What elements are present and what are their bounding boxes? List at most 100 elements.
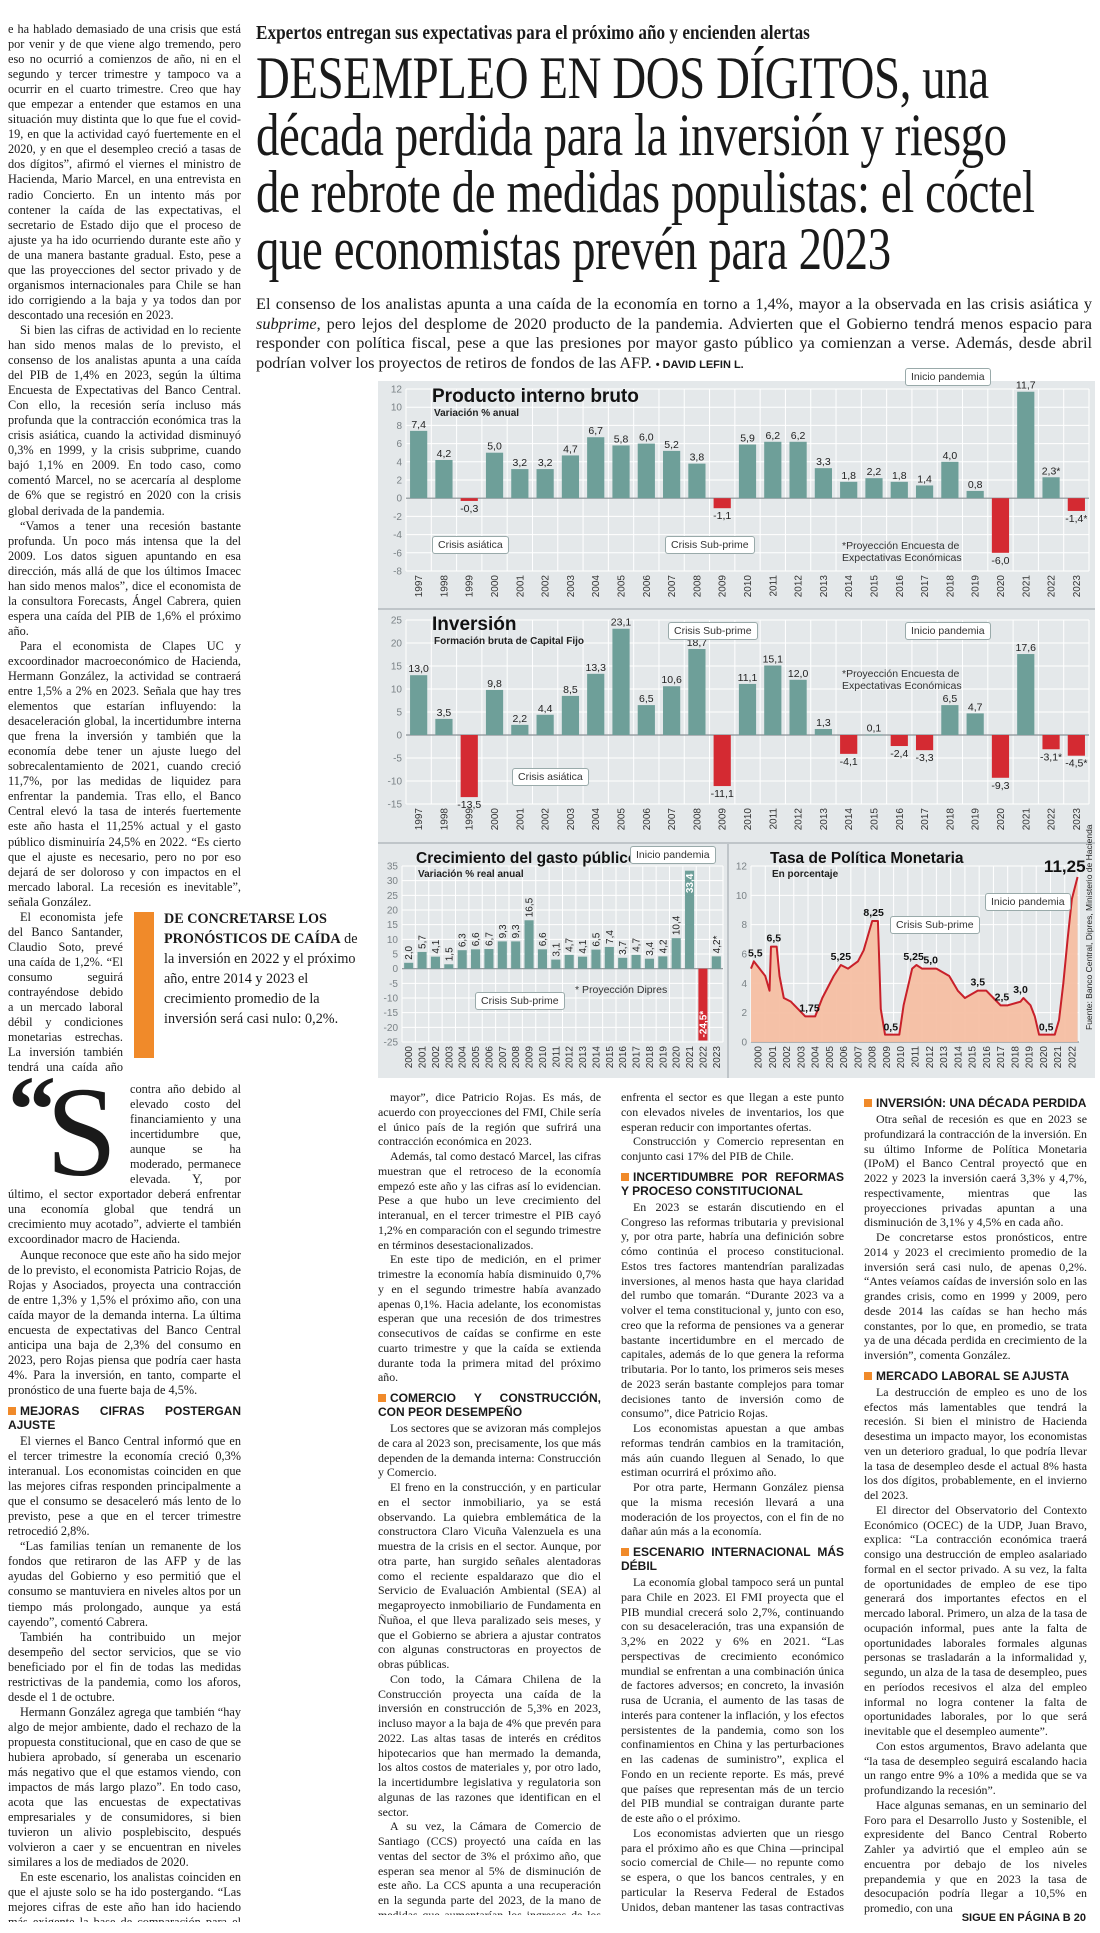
chart-divider — [378, 608, 1095, 610]
x-tick-label: 2011 — [768, 575, 779, 597]
x-tick-label: 2016 — [982, 1046, 993, 1069]
x-tick-label: 1999 — [465, 808, 476, 831]
bar — [551, 959, 561, 969]
bar — [460, 735, 478, 798]
x-tick-label: 2006 — [642, 808, 653, 831]
bar — [591, 949, 601, 969]
annotation-subprime: Crisis Sub-prime — [475, 992, 565, 1010]
lead-column: “ S e ha hablado demasiado de una crisis… — [8, 22, 241, 1922]
y-tick-label: 20 — [391, 639, 403, 650]
chart-divider — [378, 842, 1095, 844]
data-label: 4,7 — [563, 443, 578, 455]
x-tick-label: 2008 — [511, 1046, 522, 1069]
bar — [890, 481, 908, 499]
paragraph: En 2023 se estarán discutiendo en el Con… — [621, 1199, 844, 1421]
x-tick-label: 2016 — [895, 808, 906, 831]
bar — [915, 735, 934, 751]
x-tick-label: 2020 — [996, 808, 1007, 831]
bar — [644, 958, 654, 969]
data-label: 6,6 — [471, 932, 482, 946]
bar — [789, 441, 807, 499]
x-tick-label: 2018 — [1010, 1046, 1021, 1069]
x-tick-label: 2007 — [667, 808, 678, 831]
paragraph: Hermann González agrega que también “hay… — [8, 1704, 241, 1870]
chart-subtitle: Formación bruta de Capital Fijo — [434, 636, 585, 647]
annotation-asian-crisis: Crisis asiática — [512, 768, 589, 786]
data-label: 6,5 — [943, 693, 958, 705]
paragraph: La economía global tampoco será un punta… — [621, 1575, 844, 1825]
data-label: 5,2 — [664, 439, 679, 451]
paragraph: e ha hablado demasiado de una crisis que… — [8, 22, 241, 322]
data-label: 1,8 — [892, 470, 907, 482]
bar — [789, 679, 807, 735]
data-label: 5,9 — [740, 433, 755, 445]
y-tick-label: 8 — [741, 920, 747, 931]
x-tick-label: 2006 — [642, 575, 653, 598]
x-tick-label: 2003 — [566, 808, 577, 831]
bar — [890, 735, 908, 747]
x-tick-label: 2000 — [754, 1046, 765, 1069]
data-label: 3,1 — [551, 942, 562, 956]
x-tick-label: 2020 — [996, 575, 1007, 598]
x-tick-label: 2017 — [920, 808, 931, 831]
paragraph: Otra señal de recesión es que en 2023 se… — [864, 1112, 1087, 1230]
section-heading: COMERCIO Y CONSTRUCCIÓN, CON PEOR DESEMP… — [378, 1391, 601, 1419]
data-label: -11,1 — [711, 788, 734, 800]
y-tick-label: -20 — [384, 1023, 399, 1034]
data-label: 16,5 — [525, 897, 536, 917]
x-tick-label: 2006 — [839, 1046, 850, 1069]
pull-quote-bar — [134, 912, 154, 1058]
x-tick-label: 2019 — [658, 1046, 669, 1069]
headline-line: década perdida para la inversión y riesg… — [256, 102, 1007, 168]
y-tick-label: 12 — [736, 862, 748, 873]
paragraph: El viernes el Banco Central informó que … — [8, 1433, 241, 1539]
x-tick-label: 2005 — [617, 808, 628, 831]
headline-line: de rebrote de medidas populistas: el cóc… — [256, 159, 1035, 225]
data-label: 4,2* — [712, 935, 723, 953]
bar — [688, 648, 706, 735]
chart-note: * Proyección Dipres — [575, 984, 668, 996]
data-label: 10,4 — [672, 915, 683, 935]
y-tick-label: 25 — [387, 891, 399, 902]
data-label: 6,5 — [767, 933, 782, 945]
y-tick-label: -25 — [384, 1038, 399, 1049]
y-tick-label: -2 — [393, 512, 402, 523]
x-tick-label: 2019 — [971, 808, 982, 831]
data-label: 1,4 — [917, 473, 932, 485]
x-tick-label: 2019 — [971, 575, 982, 598]
y-tick-label: 0 — [396, 731, 402, 742]
bar — [404, 962, 414, 969]
x-tick-label: 2014 — [844, 575, 855, 598]
data-label: 5,7 — [418, 935, 429, 949]
y-tick-label: 2 — [396, 476, 402, 487]
investment-chart: -15 -10 -5 0 5 10 15 20 25 1997 1998 1999 2000 2001 20… — [388, 616, 1090, 831]
x-tick-label: 2014 — [844, 808, 855, 831]
chart-note: *Proyección Encuesta de Expectativas Econ… — [842, 540, 962, 564]
bar — [991, 498, 1010, 553]
y-tick-label: 4 — [741, 979, 747, 990]
paragraph: También ha contribuido un mejor desempeñ… — [8, 1629, 241, 1704]
section-bullet-icon — [621, 1172, 629, 1181]
quote-mark: “ — [8, 1056, 56, 1163]
x-tick-label: 2022 — [1067, 1046, 1078, 1069]
deck: El consenso de los analistas apunta a un… — [256, 294, 1092, 375]
x-tick-label: 2002 — [541, 808, 552, 831]
data-label: 6,3 — [458, 933, 469, 947]
data-label: 4,0 — [943, 450, 958, 462]
data-label: 3,7 — [618, 940, 629, 954]
x-tick-label: 2023 — [712, 1046, 723, 1069]
x-tick-label: 2020 — [1039, 1046, 1050, 1069]
x-tick-label: 2012 — [794, 575, 805, 598]
data-label: 3,3 — [816, 456, 831, 468]
deck-text: El consenso de los analistas apunta a un… — [256, 294, 1092, 313]
bar — [536, 469, 554, 499]
bar — [1017, 391, 1035, 499]
data-label: 9,8 — [487, 678, 502, 690]
data-label: -4,1 — [840, 756, 858, 768]
x-tick-label: 2022 — [1047, 808, 1058, 831]
data-label: 2,2 — [867, 466, 882, 478]
data-label: -1,1 — [713, 510, 731, 522]
data-label: 5,25 — [903, 951, 924, 963]
x-tick-label: 2002 — [431, 1046, 442, 1069]
bar — [1042, 477, 1060, 499]
